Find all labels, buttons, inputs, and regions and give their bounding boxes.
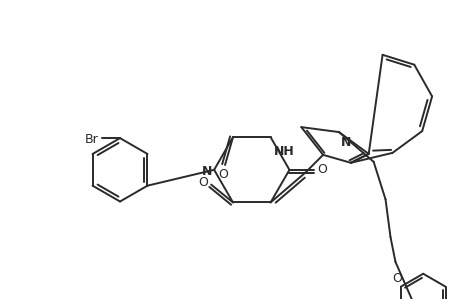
Text: Br: Br [84, 133, 98, 146]
Text: O: O [198, 176, 208, 189]
Text: O: O [218, 168, 228, 182]
Text: N: N [340, 136, 351, 149]
Text: NH: NH [273, 145, 294, 158]
Text: N: N [202, 165, 212, 178]
Text: O: O [392, 272, 402, 285]
Text: O: O [317, 163, 326, 176]
